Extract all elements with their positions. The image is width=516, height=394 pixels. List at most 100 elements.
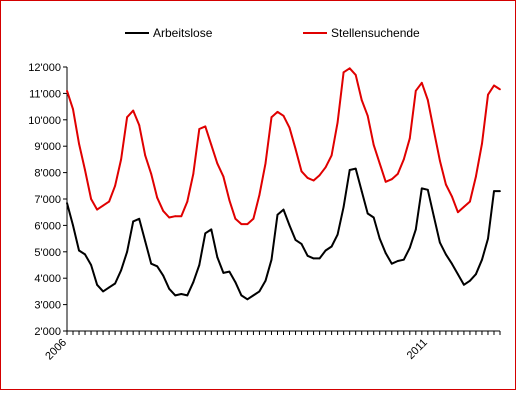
data-point (126, 250, 128, 253)
y-tick-label: 3'000 (34, 300, 61, 312)
data-point (222, 175, 225, 178)
data-point (270, 258, 273, 261)
data-point (144, 154, 147, 157)
y-tick-label: 5'000 (34, 247, 61, 259)
data-point (108, 286, 110, 289)
data-point (168, 287, 171, 290)
data-point (324, 166, 327, 169)
data-point (439, 241, 441, 244)
data-point (348, 169, 351, 171)
y-axis: 2'000 3'000 4'000 5'000 6'000 7'000 8'000 9'000… (28, 62, 68, 338)
data-point (114, 184, 116, 187)
data-point (126, 116, 128, 119)
y-tick-label: 7'000 (34, 194, 61, 206)
data-point (210, 144, 213, 146)
data-point (276, 111, 279, 113)
data-point (390, 262, 393, 265)
data-point (354, 167, 357, 170)
data-point (90, 264, 92, 266)
data-point (372, 216, 375, 219)
data-point (318, 257, 321, 260)
data-point (493, 84, 495, 87)
data-point (288, 126, 291, 129)
data-point (330, 245, 333, 248)
data-point (342, 71, 345, 74)
data-point (138, 217, 141, 220)
data-point (390, 178, 393, 181)
data-point (264, 162, 267, 165)
data-point (294, 239, 297, 241)
data-point (336, 121, 339, 124)
data-point (408, 137, 411, 140)
data-point (420, 187, 423, 190)
data-point (252, 294, 255, 297)
data-point (120, 269, 122, 272)
data-point (96, 208, 98, 211)
data-point (114, 282, 116, 285)
data-point (246, 223, 249, 226)
data-point (228, 199, 231, 202)
data-point (396, 173, 399, 175)
data-point (66, 202, 68, 204)
data-point (481, 258, 483, 261)
data-point (306, 254, 309, 257)
data-point (318, 174, 321, 177)
data-point (378, 162, 381, 165)
data-point (330, 154, 333, 157)
data-point (72, 224, 74, 227)
data-point (192, 173, 195, 175)
data-point (132, 220, 135, 223)
data-point (102, 290, 104, 293)
data-point (463, 283, 465, 286)
data-point (294, 147, 297, 150)
data-point (150, 173, 153, 175)
data-point (408, 246, 411, 249)
data-point (451, 195, 453, 198)
data-point (246, 298, 249, 301)
series-line (66, 167, 500, 301)
data-point (216, 162, 219, 165)
data-point (198, 264, 201, 266)
data-point (366, 114, 369, 117)
series-line (66, 67, 501, 226)
data-point (264, 279, 267, 282)
data-point (445, 183, 447, 186)
data-point (258, 290, 261, 293)
data-point (186, 200, 189, 203)
data-point (432, 129, 435, 132)
data-point (493, 190, 495, 193)
data-point (216, 256, 219, 258)
data-point (96, 283, 98, 286)
data-point (258, 194, 261, 196)
data-point (487, 237, 489, 240)
y-tick-label: 9'000 (34, 141, 61, 153)
data-point (186, 294, 189, 297)
data-point (102, 204, 104, 207)
y-tick-label: 4'000 (34, 273, 61, 285)
legend-item: Stellensuchende (303, 26, 420, 40)
data-point (324, 249, 327, 252)
data-point (270, 116, 273, 119)
data-point (180, 293, 183, 295)
data-point (457, 273, 459, 276)
data-point (384, 180, 387, 183)
data-point (463, 206, 465, 208)
data-point (234, 217, 237, 220)
data-point (66, 89, 68, 92)
data-point (120, 158, 122, 161)
y-tick-label: 8'000 (34, 168, 61, 180)
data-point (144, 240, 147, 243)
data-point (156, 265, 159, 268)
data-point (366, 212, 369, 215)
x-tick-label: 2006 (43, 337, 69, 363)
y-tick-label: 6'000 (34, 220, 61, 232)
data-point (240, 223, 243, 226)
data-point (162, 274, 165, 277)
data-point (276, 213, 279, 216)
data-point (481, 142, 483, 145)
data-point (84, 169, 86, 171)
data-point (469, 279, 471, 282)
data-point (180, 215, 183, 218)
